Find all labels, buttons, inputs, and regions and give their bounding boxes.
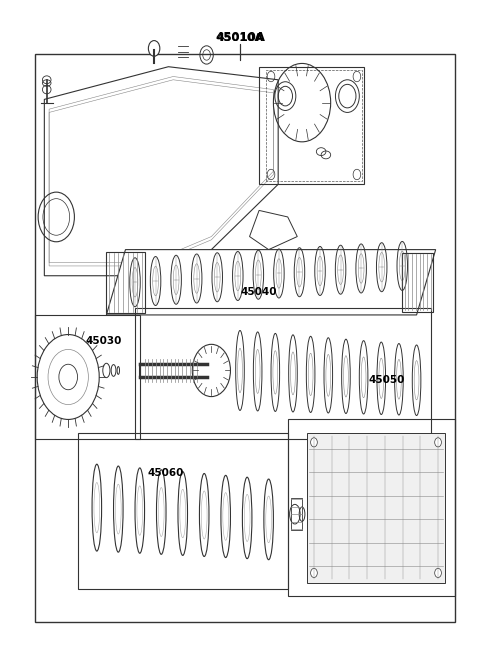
Polygon shape (107, 250, 436, 315)
Circle shape (435, 438, 442, 447)
Circle shape (435, 568, 442, 577)
Circle shape (311, 438, 317, 447)
Text: 45010A: 45010A (215, 31, 265, 44)
Circle shape (311, 568, 317, 577)
Bar (35, 54, 455, 622)
Text: 45030: 45030 (86, 336, 122, 346)
Text: 45010A: 45010A (216, 33, 264, 43)
Bar (288, 419, 455, 596)
Text: 45060: 45060 (148, 468, 184, 478)
Bar (290, 498, 302, 531)
Bar (135, 308, 431, 439)
Bar (35, 315, 140, 439)
Circle shape (148, 41, 160, 56)
Text: 45050: 45050 (369, 375, 405, 385)
Bar (78, 432, 288, 589)
Text: 45040: 45040 (241, 287, 277, 297)
Polygon shape (307, 432, 445, 583)
